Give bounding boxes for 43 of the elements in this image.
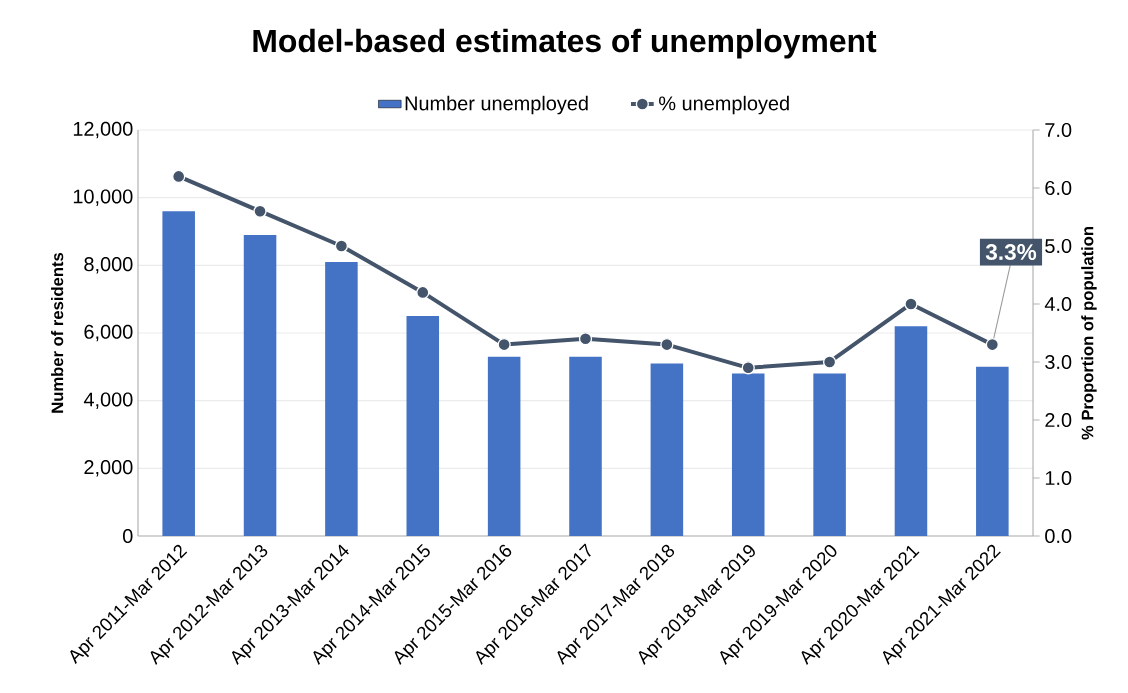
y2-tick-label: 6.0 — [1045, 180, 1072, 196]
y2-tick-label: 2.0 — [1045, 412, 1072, 428]
point — [578, 332, 593, 346]
bar — [487, 356, 521, 536]
bar — [243, 234, 277, 536]
bar — [894, 326, 928, 536]
y-tick-label: 4,000 — [83, 392, 133, 409]
legend-label: % unemployed — [659, 95, 789, 115]
point — [172, 169, 186, 184]
y-tick-label: 0 — [123, 528, 133, 544]
y2-tick-label: 0.0 — [1045, 528, 1072, 544]
y-tick-label: 12,000 — [73, 121, 133, 139]
y-tick-label: 8,000 — [84, 257, 133, 274]
data-label: 3.3% — [985, 244, 1037, 261]
y-axis-title: Number of residents — [51, 252, 64, 413]
point — [904, 297, 918, 311]
point — [741, 361, 755, 375]
point — [416, 285, 430, 300]
y-tick-label: 6,000 — [84, 324, 133, 342]
point — [253, 204, 267, 218]
bar — [976, 366, 1009, 536]
point — [985, 337, 999, 352]
point — [497, 337, 511, 352]
point — [822, 355, 837, 369]
bar — [406, 316, 440, 536]
point — [334, 239, 349, 253]
y2-tick-label: 5.0 — [1045, 238, 1072, 254]
y2-tick-label: 4.0 — [1044, 296, 1072, 312]
chart-title: Model-based estimates of unemployment — [253, 28, 877, 59]
legend-label: Number unemployed — [405, 95, 588, 115]
y2-tick-label: 1.0 — [1045, 470, 1072, 486]
bar — [325, 261, 358, 536]
y-tick-label: 10,000 — [73, 189, 133, 206]
bar — [650, 363, 684, 536]
bar — [569, 356, 602, 536]
point — [660, 337, 674, 352]
bar — [813, 373, 846, 536]
bar — [731, 373, 765, 536]
bar — [162, 211, 195, 536]
y2-tick-label: 7.0 — [1045, 122, 1072, 138]
y-tick-label: 2,000 — [84, 460, 133, 477]
y2-tick-label: 3.0 — [1045, 354, 1072, 370]
y2-axis-title: % Proportion of population — [1081, 227, 1097, 440]
